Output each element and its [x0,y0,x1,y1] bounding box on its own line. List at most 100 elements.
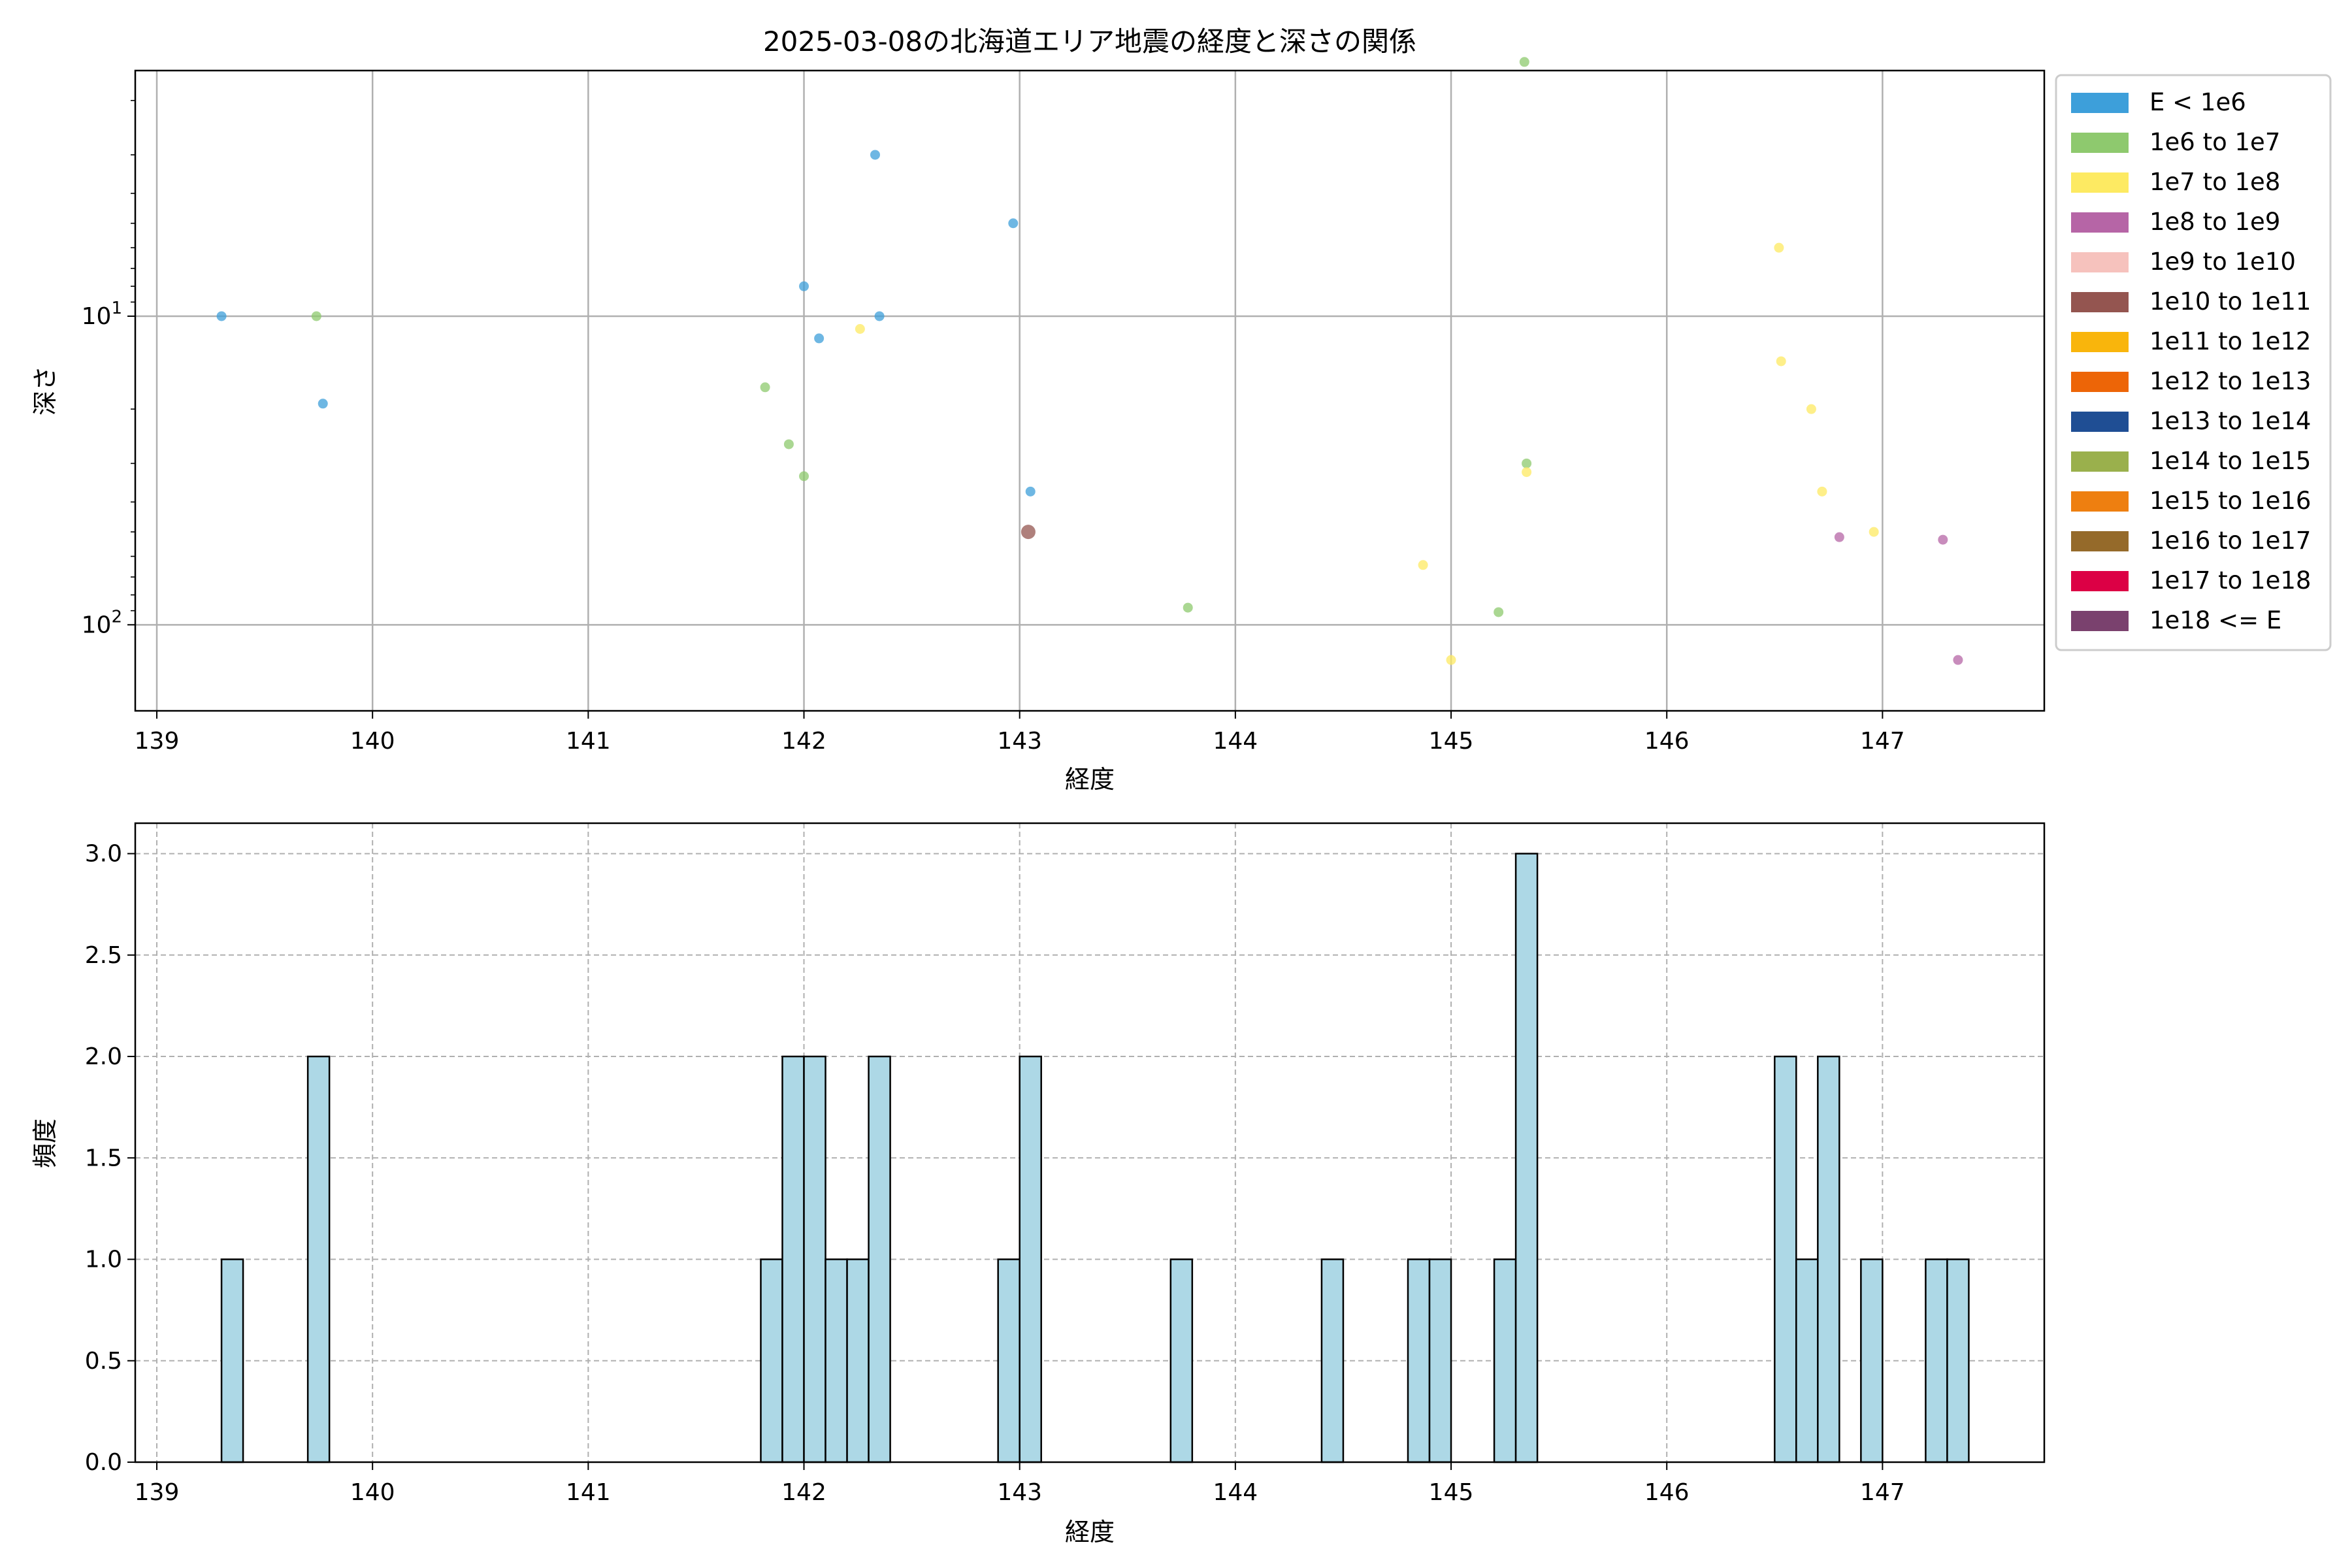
legend-swatch [2071,372,2129,392]
histogram-bar [1860,1258,1884,1463]
legend-label: 1e15 to 1e16 [2149,487,2311,515]
histogram-bar [760,1258,783,1463]
scatter-point [1774,242,1784,253]
scatter-point [1953,655,1963,665]
legend-swatch [2071,412,2129,432]
scatter-point [799,471,809,482]
histogram-y-tick-label: 1.5 [85,1145,122,1171]
scatter-point [216,311,227,321]
histogram-x-tick-label: 146 [1644,1479,1690,1506]
histogram-y-tick-label: 0.5 [85,1348,122,1375]
histogram-bar [1774,1055,1797,1463]
scatter-point [1522,458,1532,468]
legend-swatch [2071,531,2129,551]
scatter-x-axis-label: 経度 [1065,765,1115,794]
scatter-point [1519,57,1529,67]
histogram-x-tick-label: 143 [997,1479,1042,1506]
legend-label: 1e18 <= E [2149,606,2281,634]
scatter-plot-frame [134,69,2046,712]
histogram-bar [825,1258,848,1463]
scatter-point [870,150,880,160]
scatter-point [318,399,328,409]
scatter-x-tick-label: 144 [1213,728,1258,755]
legend-swatch [2071,93,2129,113]
legend-label: 1e14 to 1e15 [2149,447,2311,475]
histogram-y-axis-label: 頻度 [31,1119,59,1168]
histogram-bar [1169,1258,1194,1463]
histogram-y-tick-label: 1.0 [85,1247,122,1273]
histogram-x-tick-label: 144 [1213,1479,1258,1506]
histogram-bar [868,1055,891,1463]
scatter-point [1522,467,1532,478]
histogram-y-tick-label: 3.0 [85,841,122,868]
histogram-plot-frame [134,822,2046,1463]
histogram-y-tick-label: 2.0 [85,1043,122,1070]
scatter-chart: 2025-03-08の北海道エリア地震の経度と深さの関係 139 140 141 14… [31,25,2332,794]
histogram-bar [220,1258,244,1463]
scatter-x-tick-label: 139 [135,728,180,755]
histogram-bar [1514,853,1539,1463]
scatter-x-tick-label: 141 [566,728,611,755]
legend-swatch [2071,292,2129,312]
histogram-chart: 139 140 141 142 143 144 145 146 147 0.0 0.5 1.0 1.5… [31,822,2046,1546]
histogram-bar [1019,1055,1042,1463]
legend-frame [2055,74,2332,651]
scatter-point [1008,218,1019,229]
legend-label: 1e11 to 1e12 [2149,327,2311,355]
legend-swatch [2071,133,2129,153]
scatter-point [1446,655,1456,665]
histogram-bar [306,1055,331,1463]
histogram-bar [1946,1258,1970,1463]
histogram-x-tick-label: 142 [781,1479,826,1506]
scatter-point [855,324,865,335]
legend-label: 1e12 to 1e13 [2149,367,2311,395]
legend-swatch [2071,332,2129,352]
scatter-point [311,311,321,321]
histogram-bar [1817,1055,1840,1463]
scatter-y-tick-label: 101 [82,299,122,330]
scatter-point [1938,534,1948,545]
scatter-legend: E < 1e6 1e6 to 1e7 1e7 to 1e8 1e8 to 1e9 1e9… [2055,74,2332,651]
scatter-point [1418,560,1428,570]
legend-swatch [2071,172,2129,193]
histogram-bar [1407,1258,1431,1463]
scatter-point [1817,486,1827,497]
scatter-point [799,281,809,291]
histogram-bar [781,1055,805,1463]
histogram-x-tick-label: 139 [135,1479,180,1506]
scatter-point [1494,607,1504,617]
scatter-y-tick-label: 102 [82,607,122,638]
legend-swatch [2071,212,2129,233]
legend-label: 1e17 to 1e18 [2149,566,2311,595]
histogram-bar [803,1055,826,1463]
histogram-bar [1493,1258,1517,1463]
scatter-point [783,439,794,449]
histogram-x-ticks: 139 140 141 142 143 144 145 146 147 [135,1462,1905,1506]
histogram-y-ticks: 0.0 0.5 1.0 1.5 2.0 2.5 3.0 [85,841,135,1476]
scatter-y-axis-label: 深さ [31,366,59,416]
legend-label: 1e10 to 1e11 [2149,287,2311,316]
scatter-title: 2025-03-08の北海道エリア地震の経度と深さの関係 [763,25,1416,57]
scatter-points [216,57,1963,665]
legend-swatch [2071,451,2129,472]
histogram-bar [997,1258,1021,1463]
scatter-point [1869,527,1879,537]
histogram-bar [846,1258,870,1463]
legend-label: 1e9 to 1e10 [2149,248,2296,276]
scatter-point [1183,602,1193,613]
histogram-grid [135,823,2044,1463]
scatter-point [1776,356,1786,367]
scatter-point [1021,525,1036,540]
histogram-y-tick-label: 0.0 [85,1449,122,1476]
scatter-y-ticks: 101 102 [82,99,135,638]
scatter-point [814,333,825,344]
scatter-x-tick-label: 146 [1644,728,1690,755]
histogram-x-tick-label: 140 [350,1479,395,1506]
scatter-point [874,311,885,321]
legend-swatch [2071,491,2129,512]
histogram-x-tick-label: 147 [1860,1479,1905,1506]
scatter-x-tick-label: 147 [1860,728,1905,755]
histogram-bar [1320,1258,1345,1463]
histogram-bar [1795,1258,1819,1463]
